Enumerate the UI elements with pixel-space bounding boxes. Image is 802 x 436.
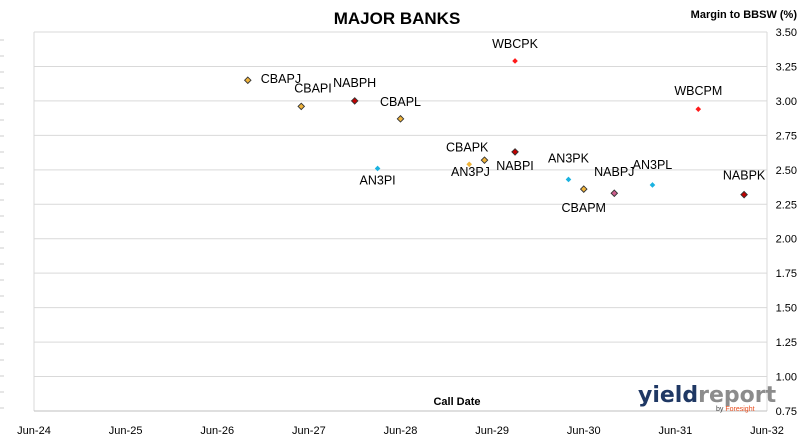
x-tick-label: Jun-29: [475, 425, 509, 436]
axes: [0, 32, 768, 412]
point-wbcpk: [512, 58, 518, 64]
point-nabpk: [740, 190, 748, 199]
x-tick-label: Jun-28: [384, 425, 418, 436]
y-tick-label: 0.75: [776, 406, 797, 418]
x-tick-label: Jun-31: [659, 425, 693, 436]
logo-foresight-text: Foresight: [725, 406, 754, 413]
point-an3pi: [374, 165, 381, 172]
point-nabpj: [610, 189, 619, 198]
y-tick-label: 2.75: [776, 130, 797, 142]
data-points: [243, 58, 748, 199]
point-cbapm: [579, 185, 588, 193]
point-cbapj: [243, 76, 252, 85]
logo-by-text: by: [716, 406, 724, 413]
point-an3pj: [480, 156, 489, 165]
y-tick-label: 1.25: [776, 337, 797, 349]
point-label-an3pj: AN3PJ: [451, 165, 490, 179]
logo-wordmark: yieldreport: [638, 383, 777, 408]
point-label-nabpj: NABPJ: [594, 165, 634, 179]
point-label-nabpi: NABPI: [496, 159, 534, 173]
point-an3pk: [565, 176, 572, 183]
point-label-cbapk: CBAPK: [446, 140, 489, 154]
x-tick-label: Jun-24: [17, 425, 51, 436]
x-axis-label: Call Date: [433, 396, 480, 408]
point-label-wbcpk: WBCPK: [492, 37, 539, 51]
point-label-cbapi: CBAPI: [294, 81, 332, 95]
point-an3pl: [649, 182, 656, 188]
point-nabpi: [511, 148, 519, 156]
point-wbcpm: [695, 106, 702, 112]
y-axis-label: Margin to BBSW (%): [691, 9, 798, 21]
logo-byline: by Foresight: [716, 406, 755, 413]
point-label-cbapj: CBAPJ: [261, 72, 301, 86]
yieldreport-logo: yieldreport by Foresight: [638, 383, 777, 413]
x-tick-label: Jun-30: [567, 425, 601, 436]
point-label-cbapl: CBAPL: [380, 95, 421, 109]
y-tick-label: 2.25: [776, 199, 797, 211]
y-tick-label: 2.00: [776, 234, 797, 246]
logo-yield-text: yield: [638, 383, 698, 408]
point-label-an3pk: AN3PK: [548, 151, 590, 165]
point-nabph: [350, 97, 359, 105]
chart-title: MAJOR BANKS: [334, 9, 461, 28]
x-tick-labels: Jun-24 Jun-25 Jun-26 Jun-27 Jun-28 Jun-29 Jun-…: [17, 425, 784, 436]
y-tick-labels: 0.75 1.00 1.25 1.50 1.75 2.00 2.25 2.50 2.75 3.00…: [776, 27, 797, 418]
point-label-nabph: NABPH: [333, 76, 376, 90]
point-label-an3pi: AN3PI: [360, 173, 396, 187]
point-cbapk: [466, 161, 473, 168]
point-label-cbapm: CBAPM: [562, 201, 606, 215]
x-tick-label: Jun-26: [200, 425, 234, 436]
grid-lines: [34, 31, 767, 378]
point-cbapi: [297, 102, 306, 111]
point-label-nabpk: NABPK: [723, 169, 766, 183]
point-cbapl: [396, 114, 405, 123]
y-tick-label: 2.50: [776, 165, 797, 177]
x-tick-label: Jun-27: [292, 425, 326, 436]
y-tick-label: 1.50: [776, 303, 797, 315]
y-tick-label: 3.00: [776, 96, 797, 108]
point-label-wbcpm: WBCPM: [674, 84, 722, 98]
y-tick-label: 1.75: [776, 268, 797, 280]
point-label-an3pl: AN3PL: [633, 158, 673, 172]
x-tick-label: Jun-32: [750, 425, 784, 436]
y-tick-label: 1.00: [776, 372, 797, 384]
y-tick-label: 3.25: [776, 61, 797, 73]
y-tick-label: 3.50: [776, 27, 797, 39]
x-tick-label: Jun-25: [109, 425, 143, 436]
logo-report-text: report: [698, 383, 776, 408]
